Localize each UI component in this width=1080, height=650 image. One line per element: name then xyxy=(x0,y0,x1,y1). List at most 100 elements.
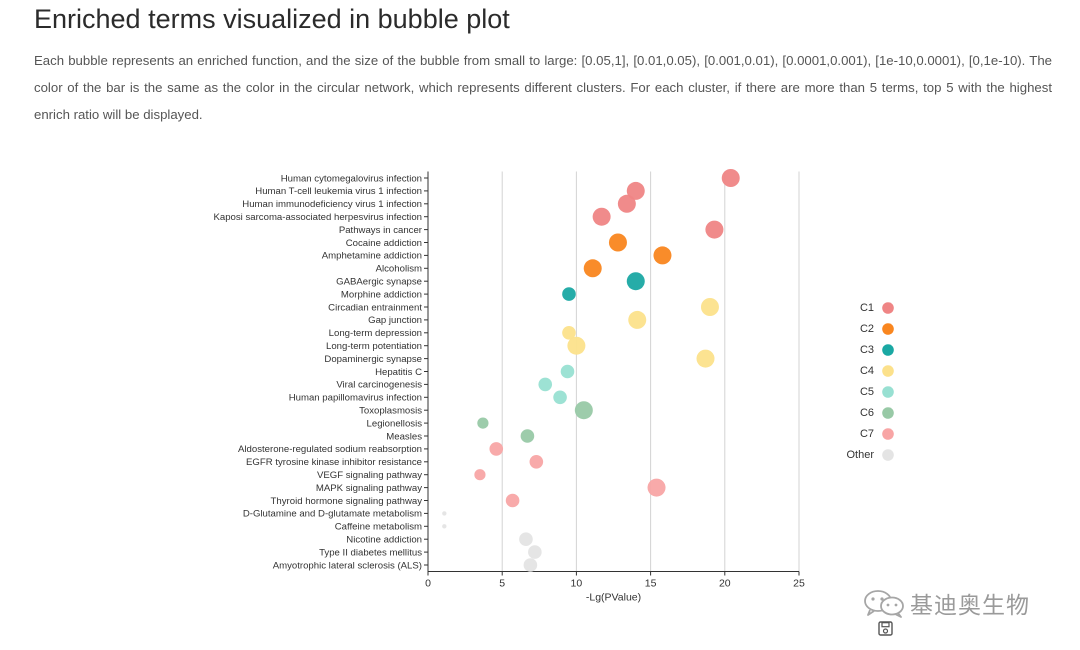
bubble[interactable] xyxy=(560,364,575,379)
category-label: Kaposi sarcoma-associated herpesvirus in… xyxy=(213,212,422,223)
bubble[interactable] xyxy=(477,417,489,429)
category-label: Nicotine addiction xyxy=(346,535,422,546)
bubble[interactable] xyxy=(567,336,586,355)
x-tick-label: 10 xyxy=(571,578,583,590)
bubble[interactable] xyxy=(628,310,647,329)
legend-label: C7 xyxy=(860,428,874,440)
bubble[interactable] xyxy=(442,524,447,529)
category-label: Amphetamine addiction xyxy=(322,251,422,262)
bubble[interactable] xyxy=(647,478,666,497)
category-label: Human cytomegalovirus infection xyxy=(281,173,422,184)
bubble[interactable] xyxy=(505,493,520,508)
bubble[interactable] xyxy=(721,169,740,187)
legend-swatch xyxy=(882,428,894,440)
legend-swatch xyxy=(882,344,894,356)
category-label: Dopaminergic synapse xyxy=(324,354,422,365)
category-label: EGFR tyrosine kinase inhibitor resistanc… xyxy=(246,457,422,468)
category-label: Long-term depression xyxy=(329,328,422,339)
category-label: MAPK signaling pathway xyxy=(316,483,422,494)
legend-item[interactable]: C5 xyxy=(860,386,894,398)
page-description: Each bubble represents an enriched funct… xyxy=(34,53,1052,122)
legend-item[interactable]: C2 xyxy=(860,323,894,335)
legend-swatch xyxy=(882,365,894,377)
category-label: Thyroid hormone signaling pathway xyxy=(271,496,423,507)
category-label: Pathways in cancer xyxy=(339,225,423,236)
category-label: Human immunodeficiency virus 1 infection xyxy=(242,199,422,210)
grid-lines xyxy=(501,171,800,572)
wechat-icon xyxy=(864,590,904,618)
bubble[interactable] xyxy=(474,469,486,481)
category-label: Cocaine addiction xyxy=(346,238,422,249)
legend-item[interactable]: Other xyxy=(846,449,894,461)
category-label: Measles xyxy=(386,431,422,442)
legend-label: Other xyxy=(846,449,874,461)
x-tick-label: 0 xyxy=(425,578,431,590)
bubble[interactable] xyxy=(705,220,724,239)
category-labels: Human cytomegalovirus infection Human T-c… xyxy=(213,173,422,571)
legend-label: C1 xyxy=(860,302,874,314)
legend-label: C2 xyxy=(860,323,874,335)
category-label: Human papillomavirus infection xyxy=(289,393,422,404)
bubble[interactable] xyxy=(553,390,567,405)
x-tick-label: 25 xyxy=(793,578,805,590)
x-axis-title: -Lg(PValue) xyxy=(586,592,641,604)
bubble[interactable] xyxy=(608,233,627,252)
bubble[interactable] xyxy=(519,532,533,546)
bubble[interactable] xyxy=(626,181,645,200)
x-tick-label: 5 xyxy=(499,578,505,590)
category-label: VEGF signaling pathway xyxy=(317,470,422,481)
legend[interactable]: C1 C2 C3 C4 C5 C6 C7 Other xyxy=(846,302,894,461)
bubble[interactable] xyxy=(562,287,576,301)
save-icon[interactable] xyxy=(878,621,893,636)
bubble[interactable] xyxy=(626,272,645,291)
category-label: Aldosterone-regulated sodium reabsorptio… xyxy=(238,444,422,455)
x-tick-label: 20 xyxy=(719,578,731,590)
legend-item[interactable]: C3 xyxy=(860,344,894,356)
bubble[interactable] xyxy=(583,259,602,278)
category-label: Caffeine metabolism xyxy=(335,522,422,533)
legend-swatch xyxy=(882,449,894,461)
category-label: Viral carcinogenesis xyxy=(336,380,422,391)
bubble[interactable] xyxy=(574,401,593,420)
bubble[interactable] xyxy=(442,511,447,516)
bubble[interactable] xyxy=(592,207,611,226)
category-label: Gap junction xyxy=(368,315,422,326)
axes: 0 5 10 15 20 25 xyxy=(424,171,805,590)
category-label: GABAergic synapse xyxy=(336,277,422,288)
legend-swatch xyxy=(882,323,894,335)
legend-swatch xyxy=(882,386,894,398)
category-label: Human T-cell leukemia virus 1 infection xyxy=(255,186,422,197)
bubble[interactable] xyxy=(562,326,576,340)
category-label: Morphine addiction xyxy=(341,289,422,300)
category-label: Amyotrophic lateral sclerosis (ALS) xyxy=(273,560,422,571)
category-label: Long-term potentiation xyxy=(326,341,422,352)
legend-swatch xyxy=(882,302,894,314)
legend-label: C3 xyxy=(860,344,874,356)
bubble[interactable] xyxy=(538,377,553,392)
category-label: Toxoplasmosis xyxy=(359,406,422,417)
legend-swatch xyxy=(882,407,894,419)
bubble[interactable] xyxy=(700,298,719,316)
bubble[interactable] xyxy=(528,545,542,559)
legend-item[interactable]: C7 xyxy=(860,428,894,440)
legend-label: C4 xyxy=(860,365,874,377)
bubble[interactable] xyxy=(523,558,538,572)
category-label: Circadian entrainment xyxy=(328,302,422,313)
bubble[interactable] xyxy=(696,349,715,368)
legend-label: C5 xyxy=(860,386,874,398)
bubble[interactable] xyxy=(653,246,672,265)
legend-item[interactable]: C1 xyxy=(860,302,894,314)
bubble[interactable] xyxy=(520,429,535,443)
bubble[interactable] xyxy=(529,455,544,469)
legend-item[interactable]: C4 xyxy=(860,365,894,377)
legend-label: C6 xyxy=(860,407,874,419)
watermark-text: 基迪奥生物 xyxy=(910,593,1030,619)
legend-item[interactable]: C6 xyxy=(860,407,894,419)
bubbles xyxy=(442,169,740,572)
bubble[interactable] xyxy=(617,194,636,213)
category-label: Type II diabetes mellitus xyxy=(319,547,422,558)
category-label: Alcoholism xyxy=(376,264,422,275)
category-label: Legionellosis xyxy=(367,418,423,429)
bubble[interactable] xyxy=(489,442,504,456)
